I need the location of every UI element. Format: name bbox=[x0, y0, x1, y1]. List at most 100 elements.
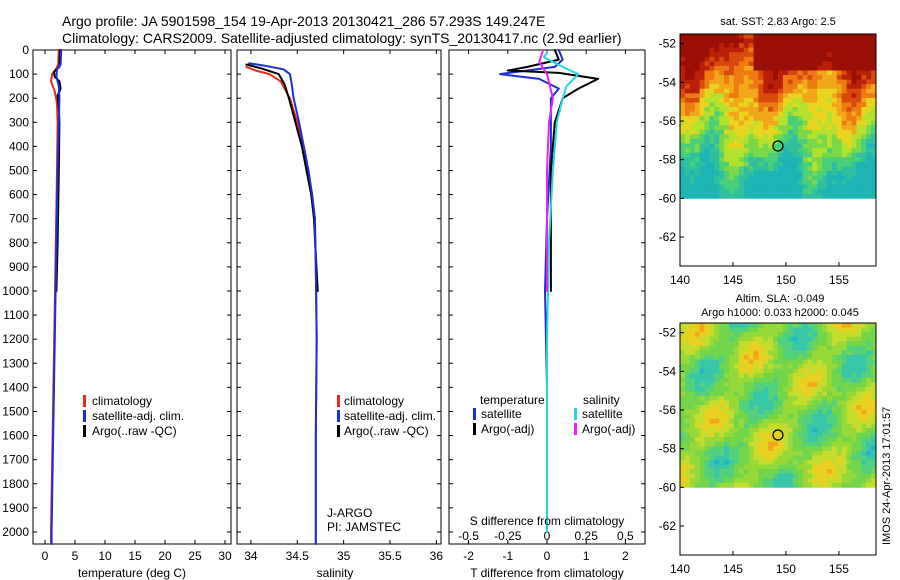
map-cell bbox=[704, 405, 710, 411]
map-cell bbox=[797, 52, 803, 58]
map-cell bbox=[861, 161, 867, 167]
map-cell bbox=[812, 364, 818, 370]
map-cell bbox=[856, 65, 862, 71]
map-cell bbox=[773, 56, 779, 62]
map-cell bbox=[812, 107, 818, 112]
map-cell bbox=[831, 34, 838, 39]
map-cell bbox=[714, 377, 720, 383]
map-cell bbox=[841, 166, 847, 172]
map-cell bbox=[729, 125, 735, 131]
map-cell bbox=[719, 107, 725, 112]
map-cell bbox=[812, 189, 818, 195]
map-cell bbox=[748, 354, 754, 360]
map-cell bbox=[787, 469, 794, 475]
map-cell bbox=[773, 52, 779, 58]
map-cell bbox=[738, 175, 745, 181]
map-cell bbox=[841, 93, 847, 99]
map-cell bbox=[778, 382, 784, 388]
map-cell bbox=[817, 482, 823, 488]
map-cell bbox=[841, 138, 847, 144]
map-cell bbox=[709, 52, 715, 58]
map-cell bbox=[753, 180, 759, 186]
legend-label-temp-argo: Argo(-adj) bbox=[481, 422, 534, 436]
map-cell bbox=[822, 120, 828, 126]
map-cell bbox=[851, 455, 857, 461]
map-cell bbox=[817, 400, 823, 406]
map-cell bbox=[680, 373, 686, 379]
map-cell bbox=[763, 102, 769, 108]
map-cell bbox=[699, 61, 705, 67]
map-cell bbox=[797, 473, 803, 479]
map-cell bbox=[680, 38, 686, 44]
map-cell bbox=[787, 336, 794, 342]
map-cell bbox=[851, 125, 857, 131]
map-cell bbox=[768, 75, 774, 81]
map-cell bbox=[763, 391, 769, 397]
map-cell bbox=[782, 193, 789, 199]
map-cell bbox=[782, 61, 789, 67]
difference-x2label: S difference from climatology bbox=[470, 514, 625, 528]
map-cell bbox=[680, 111, 686, 117]
map-cell bbox=[743, 350, 749, 356]
map-cell bbox=[831, 469, 838, 475]
map-cell bbox=[748, 391, 754, 397]
map-cell bbox=[822, 450, 828, 456]
map-cell bbox=[743, 437, 749, 443]
map-cell bbox=[831, 341, 838, 347]
map-cell bbox=[827, 377, 833, 383]
map-cell bbox=[787, 427, 794, 433]
map-cell bbox=[748, 341, 754, 347]
map-cell bbox=[758, 70, 764, 76]
map-cell bbox=[802, 120, 808, 126]
map-cell bbox=[817, 464, 823, 470]
map-cell bbox=[738, 116, 745, 122]
map-cell bbox=[714, 34, 720, 39]
map-cell bbox=[822, 373, 828, 379]
map-cell bbox=[704, 368, 710, 374]
map-cell bbox=[812, 180, 818, 186]
map-cell bbox=[836, 97, 843, 103]
map-cell bbox=[846, 450, 852, 456]
map-cell bbox=[719, 166, 725, 172]
map-x-tick-label: 145 bbox=[723, 562, 743, 576]
map-cell bbox=[841, 473, 847, 479]
map-cell bbox=[851, 386, 857, 392]
map-cell bbox=[792, 65, 798, 71]
map-cell bbox=[768, 391, 774, 397]
map-cell bbox=[704, 125, 710, 131]
map-cell bbox=[846, 84, 852, 90]
map-cell bbox=[689, 478, 696, 484]
map-cell bbox=[787, 47, 794, 53]
map-cell bbox=[817, 134, 823, 140]
map-cell bbox=[792, 364, 798, 370]
map-cell bbox=[792, 166, 798, 172]
map-cell bbox=[802, 409, 808, 415]
map-cell bbox=[704, 43, 710, 49]
map-cell bbox=[714, 327, 720, 333]
map-cell bbox=[802, 469, 808, 475]
map-cell bbox=[841, 175, 847, 181]
map-cell bbox=[680, 386, 686, 392]
map-cell bbox=[743, 143, 749, 149]
map-cell bbox=[822, 75, 828, 81]
map-cell bbox=[753, 38, 759, 44]
map-cell bbox=[689, 364, 696, 370]
series-line-argo-raw-qc- bbox=[245, 63, 319, 292]
map-cell bbox=[733, 409, 740, 415]
map-cell bbox=[704, 332, 710, 338]
map-cell bbox=[694, 61, 700, 67]
map-cell bbox=[719, 341, 725, 347]
map-cell bbox=[763, 84, 769, 90]
map-cell bbox=[738, 75, 745, 81]
y-tick-label: 1700 bbox=[2, 453, 29, 467]
map-cell bbox=[694, 418, 700, 424]
map-cell bbox=[704, 382, 710, 388]
map-cell bbox=[846, 323, 852, 328]
map-cell bbox=[753, 418, 759, 424]
map-cell bbox=[787, 382, 794, 388]
map-cell bbox=[758, 391, 764, 397]
map-cell bbox=[773, 441, 779, 447]
map-cell bbox=[861, 166, 867, 172]
map-cell bbox=[724, 373, 730, 379]
map-cell bbox=[851, 175, 857, 181]
